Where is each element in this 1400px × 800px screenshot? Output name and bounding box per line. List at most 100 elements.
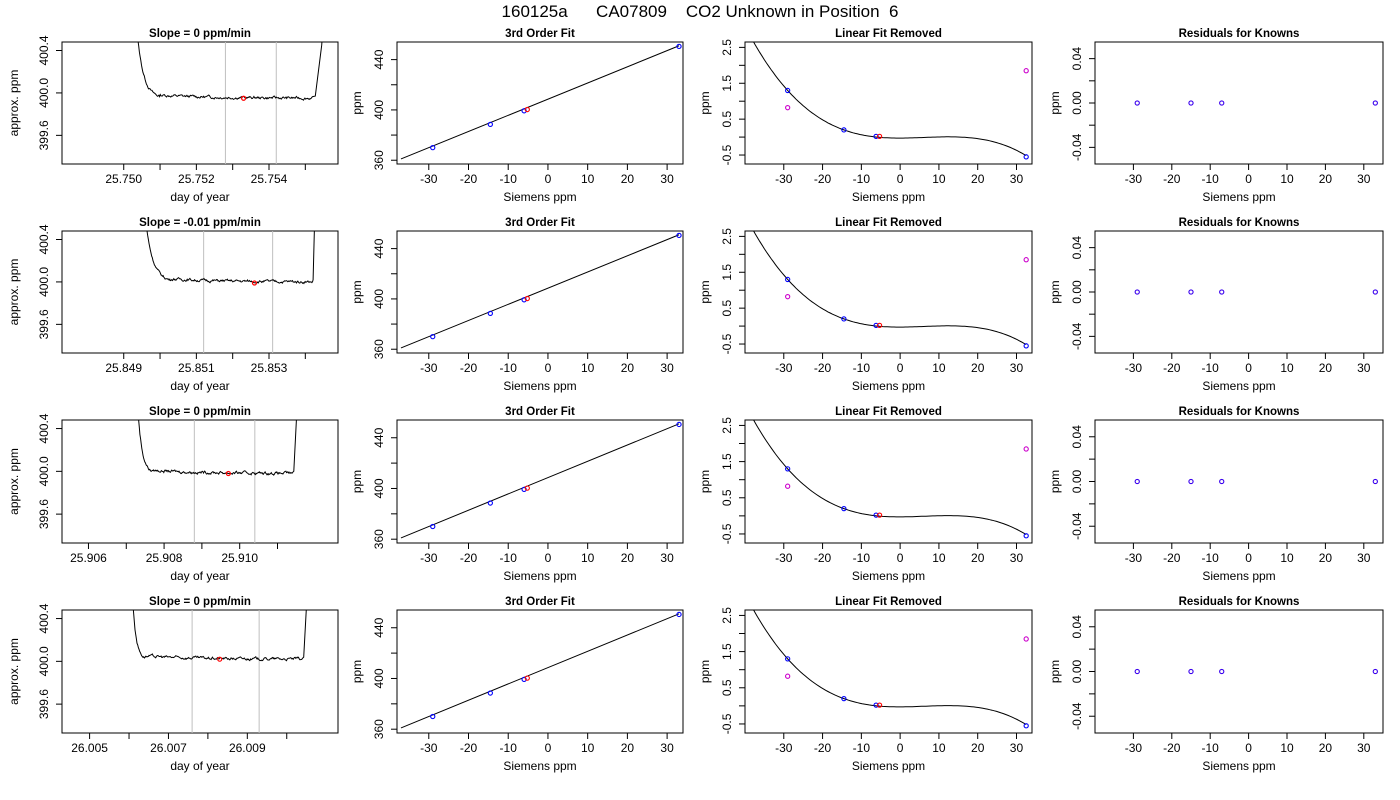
x-tick-label: 26.007 xyxy=(150,741,187,755)
sample-mean-marker xyxy=(240,95,247,101)
x-tick-label: 30 xyxy=(1357,741,1371,755)
x-tick-label: 30 xyxy=(1010,361,1024,375)
y-tick-label: -0.04 xyxy=(1070,702,1084,730)
x-tick-label: 10 xyxy=(1280,741,1294,755)
data-point xyxy=(1372,478,1378,485)
y-tick-label: 2.5 xyxy=(720,417,734,434)
data-point xyxy=(1134,478,1140,485)
x-tick-label: 0 xyxy=(897,361,904,375)
plot-frame xyxy=(744,419,1033,544)
y-axis-label: ppm xyxy=(350,280,364,303)
x-tick-label: -30 xyxy=(1125,361,1143,375)
y-tick-label: 360 xyxy=(372,529,386,549)
plot-frame xyxy=(61,419,339,544)
panel-r1-c2: Linear Fit Removed -30 -20 -10 0 10 20 30 -0.5 0.… xyxy=(698,217,1033,393)
y-axis-label: ppm xyxy=(698,280,712,303)
panel-r2-c1: 3rd Order Fit -30 -20 -10 0 10 20 30 360 400 440 Si… xyxy=(350,406,684,583)
y-tick-label: 0.00 xyxy=(1070,91,1084,115)
data-point xyxy=(1372,100,1378,106)
y-tick-label: 400.0 xyxy=(37,646,51,676)
data-point xyxy=(487,500,493,506)
x-tick-label: 0 xyxy=(545,551,552,565)
y-tick-label: 399.6 xyxy=(37,120,51,150)
data-point xyxy=(1023,154,1029,160)
plot-frame xyxy=(1094,230,1384,354)
y-tick-label: 0.04 xyxy=(1070,425,1084,449)
x-axis-label: Siemens ppm xyxy=(1202,190,1275,204)
panel-title: Linear Fit Removed xyxy=(835,28,942,40)
y-tick-label: 400.4 xyxy=(37,224,51,254)
x-axis-label: Siemens ppm xyxy=(503,190,576,204)
data-point xyxy=(873,322,879,329)
data-point xyxy=(1188,100,1194,106)
panel-r2-c0: Slope = 0 ppm/min 25.906 25.908 25.910 399.6… xyxy=(7,406,339,583)
plot-area xyxy=(146,231,315,353)
y-tick-label: 399.6 xyxy=(37,309,51,339)
y-axis-label: ppm xyxy=(1048,91,1062,114)
concentration-trace xyxy=(146,231,315,285)
cubic-fit-curve xyxy=(753,420,1027,536)
x-tick-label: -20 xyxy=(460,551,478,565)
y-axis-label: approx. ppm xyxy=(7,259,21,326)
data-point xyxy=(1134,100,1140,106)
panel-title: 3rd Order Fit xyxy=(505,596,575,608)
data-point xyxy=(876,702,883,708)
plot-frame xyxy=(396,41,684,165)
data-point xyxy=(1023,446,1029,452)
panel-title: Residuals for Knowns xyxy=(1179,596,1300,608)
sample-mean-marker xyxy=(217,656,223,662)
panel-title: Residuals for Knowns xyxy=(1179,406,1300,418)
data-point xyxy=(676,611,682,618)
y-axis-label: approx. ppm xyxy=(7,638,21,705)
data-point xyxy=(785,294,791,300)
plot-area xyxy=(400,43,682,160)
panel-title: Residuals for Knowns xyxy=(1179,217,1300,229)
plot-frame xyxy=(1094,609,1384,734)
x-tick-label: -30 xyxy=(1125,741,1143,755)
panel-title: Slope = 0 ppm/min xyxy=(149,406,251,418)
panel-title: Slope = 0 ppm/min xyxy=(149,596,251,608)
data-point xyxy=(676,232,682,239)
x-tick-label: 30 xyxy=(1010,551,1024,565)
x-tick-label: 10 xyxy=(932,551,946,565)
data-point xyxy=(1188,478,1194,485)
x-tick-label: 30 xyxy=(1010,741,1024,755)
data-point xyxy=(876,322,883,329)
y-tick-label: 400.0 xyxy=(37,78,51,108)
x-tick-label: -10 xyxy=(1202,741,1220,755)
x-tick-label: -20 xyxy=(460,361,478,375)
data-point xyxy=(873,133,879,140)
plot-frame xyxy=(744,41,1033,165)
x-axis-label: Siemens ppm xyxy=(503,759,576,773)
y-tick-label: 440 xyxy=(372,617,386,637)
x-tick-label: -10 xyxy=(500,172,518,186)
x-tick-label: 30 xyxy=(660,361,674,375)
x-tick-label: -10 xyxy=(1202,551,1220,565)
x-tick-label: -10 xyxy=(853,361,871,375)
x-tick-label: 10 xyxy=(1280,172,1294,186)
x-tick-label: 0 xyxy=(1245,741,1252,755)
x-tick-label: 30 xyxy=(660,172,674,186)
x-tick-label: 25.906 xyxy=(70,551,107,565)
x-tick-label: -10 xyxy=(853,551,871,565)
plot-area xyxy=(400,232,682,349)
x-tick-label: 30 xyxy=(1357,361,1371,375)
x-tick-label: -20 xyxy=(460,741,478,755)
y-tick-label: 360 xyxy=(372,150,386,170)
x-tick-label: -30 xyxy=(775,551,793,565)
y-tick-label: -0.5 xyxy=(720,333,734,354)
x-tick-label: 20 xyxy=(971,551,985,565)
panel-r0-c3: Residuals for Knowns -30 -20 -10 0 10 20 30 -0.0… xyxy=(1048,28,1384,204)
plot-area xyxy=(138,420,297,543)
data-point xyxy=(873,512,879,518)
x-tick-label: 25.908 xyxy=(146,551,183,565)
x-tick-label: -30 xyxy=(420,172,438,186)
y-axis-label: ppm xyxy=(350,470,364,493)
x-tick-label: 20 xyxy=(1319,551,1333,565)
plot-frame xyxy=(61,41,339,165)
data-point xyxy=(785,87,791,94)
data-point xyxy=(785,673,791,679)
y-tick-label: 0.00 xyxy=(1070,280,1084,304)
fit-line xyxy=(400,423,680,539)
